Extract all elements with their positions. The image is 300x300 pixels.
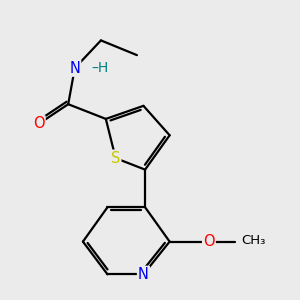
Text: O: O [33, 116, 45, 131]
Text: –H: –H [92, 61, 109, 75]
Text: N: N [138, 267, 149, 282]
Text: O: O [203, 234, 215, 249]
Text: CH₃: CH₃ [241, 235, 265, 248]
Text: S: S [111, 151, 120, 166]
Text: N: N [69, 61, 80, 76]
